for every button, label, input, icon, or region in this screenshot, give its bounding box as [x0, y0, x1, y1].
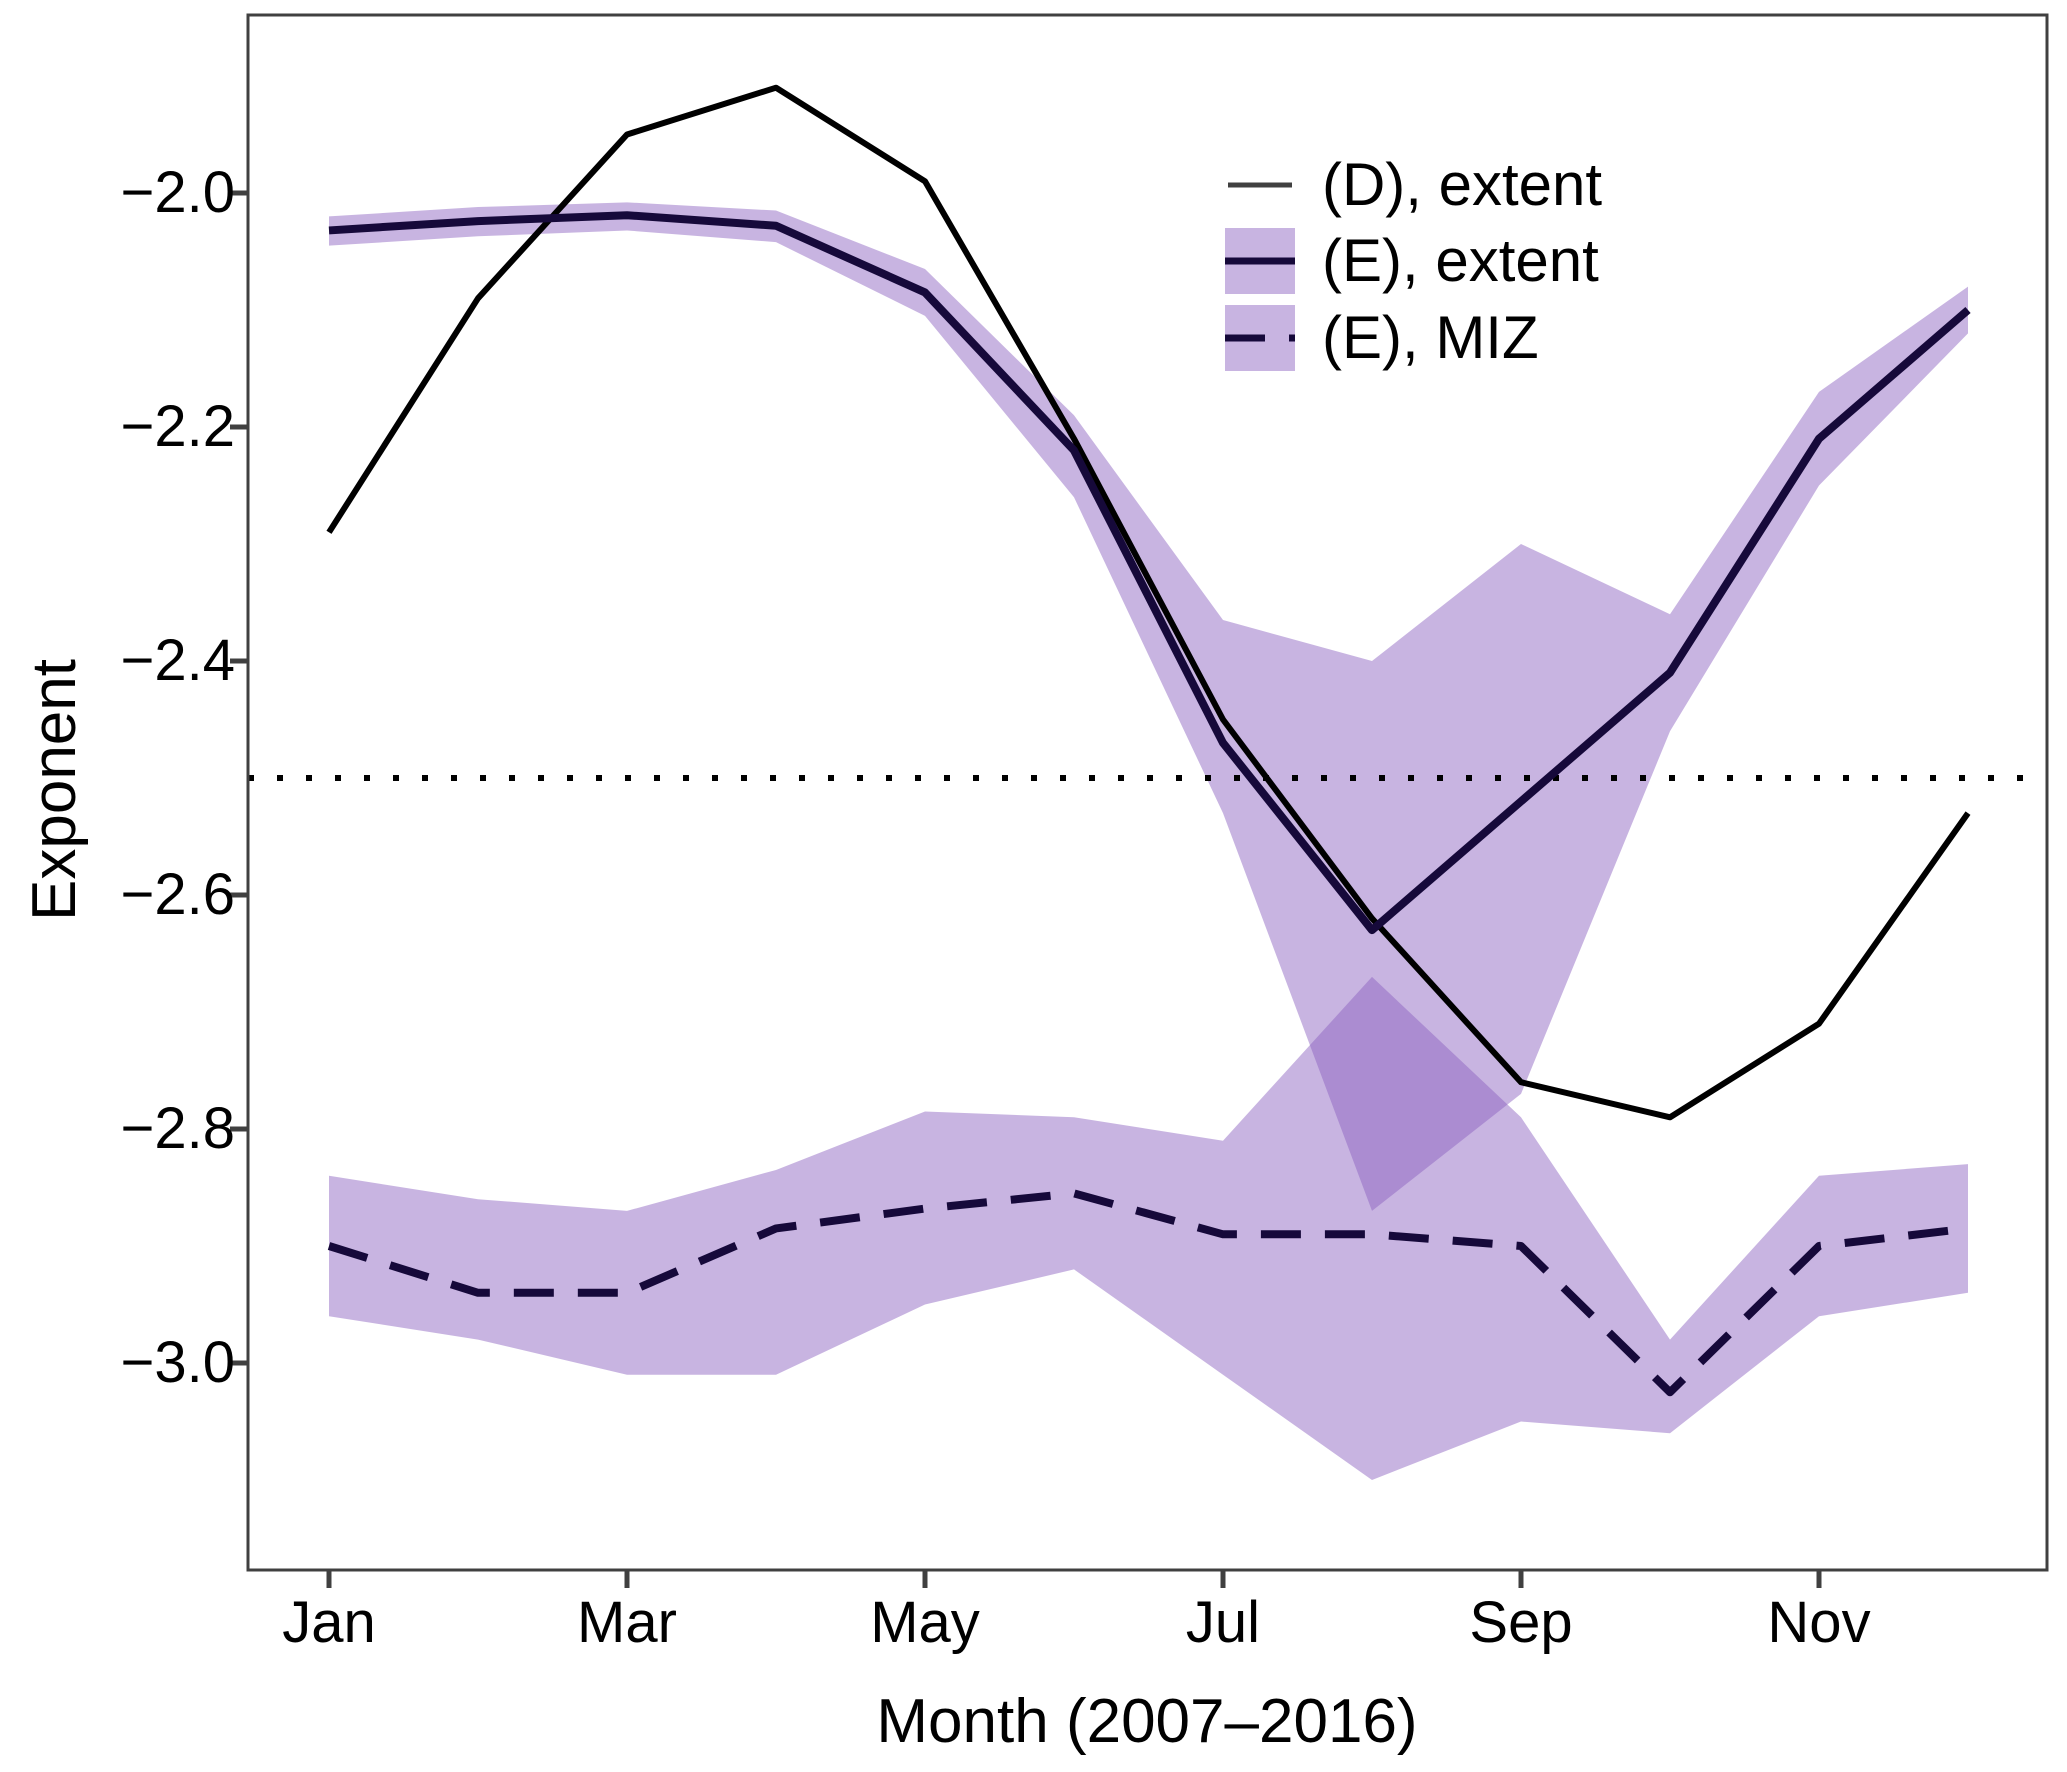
extent-confidence-band	[329, 202, 1968, 1211]
series-d-extent-line	[326, 84, 1971, 1121]
y-tick-label: −2.2	[120, 394, 236, 459]
y-tick-label: −2.0	[120, 160, 236, 225]
x-tick-label-nov: Nov	[1767, 1590, 1871, 1655]
x-tick-label-jan: Jan	[282, 1590, 376, 1655]
legend-label-1: (E), extent	[1322, 227, 1599, 294]
x-tick-label-may: May	[870, 1590, 980, 1655]
y-tick-label: −2.6	[120, 862, 236, 927]
y-tick-label: −3.0	[120, 1330, 236, 1395]
x-tick-label-mar: Mar	[577, 1590, 677, 1655]
series-e-miz-dashed-line	[327, 1189, 1969, 1397]
x-tick-label-sep: Sep	[1469, 1590, 1573, 1655]
x-axis-title: Month (2007–2016)	[876, 1687, 1418, 1756]
series-e-extent-line	[328, 211, 1971, 935]
y-tick-label: −2.8	[120, 1096, 236, 1161]
x-tick-label-jul: Jul	[1185, 1590, 1261, 1655]
legend-label-0: (D), extent	[1322, 151, 1603, 218]
miz-confidence-band	[329, 976, 1968, 1480]
plot-panel-border	[246, 13, 2049, 1572]
legend-label-2: (E), MIZ	[1322, 304, 1539, 371]
y-tick-label: −2.4	[120, 628, 236, 693]
